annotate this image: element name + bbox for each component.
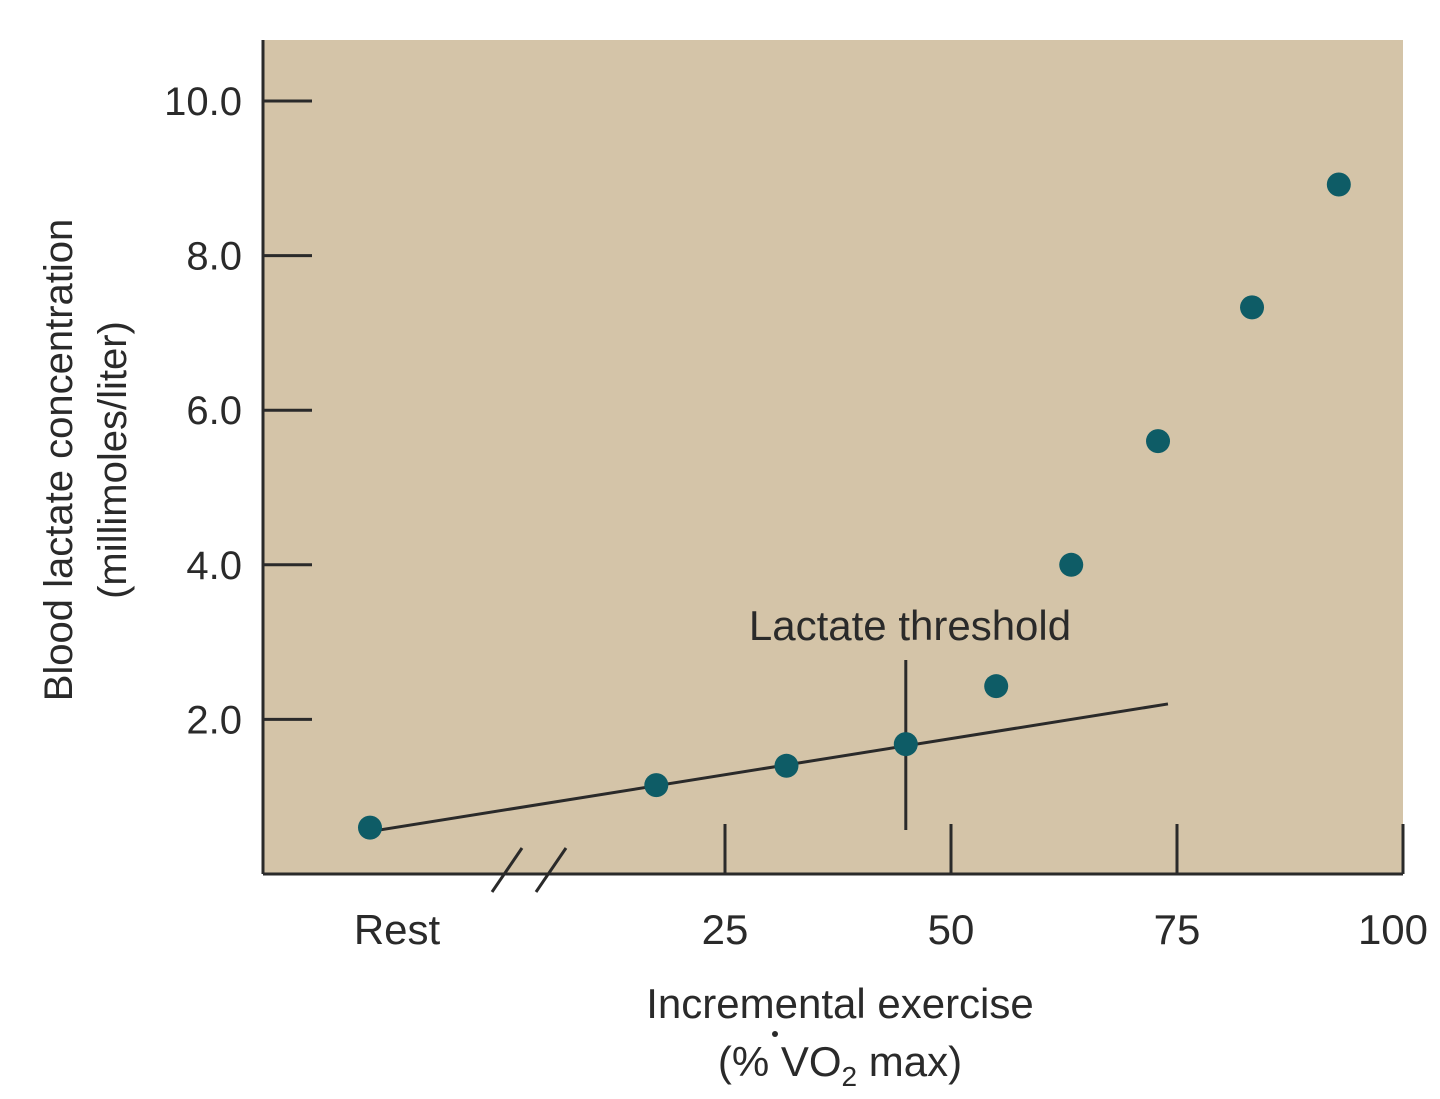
- v-dot-icon: [772, 1031, 778, 1037]
- y-axis-title: Blood lactate concentration: [37, 219, 81, 702]
- y-tick-label: 6.0: [186, 389, 242, 433]
- x-tick-label: 50: [928, 906, 975, 953]
- plot-background: [263, 40, 1403, 873]
- x-tick-label: 75: [1154, 906, 1201, 953]
- trend-line: [369, 702, 1169, 833]
- data-point: [984, 674, 1009, 699]
- data-point: [1326, 172, 1351, 197]
- data-point: [1240, 295, 1265, 320]
- x-tick-label: 25: [702, 906, 749, 953]
- data-point: [774, 753, 799, 778]
- threshold-annotation: Lactate threshold: [749, 602, 1071, 649]
- y-tick-label: 8.0: [186, 235, 242, 279]
- x-tick-label: 100: [1358, 906, 1428, 953]
- y-tick-label: 2.0: [186, 698, 242, 742]
- x-axis-title: Incremental exercise: [646, 980, 1034, 1027]
- y-tick-label: 10.0: [164, 80, 242, 124]
- data-point: [893, 732, 918, 757]
- data-point: [1059, 552, 1084, 577]
- x-axis-title-units: (% VO2 max): [718, 1038, 962, 1092]
- data-point: [1146, 429, 1171, 454]
- data-point: [358, 815, 382, 840]
- axis-break-icon: [490, 847, 568, 893]
- x-tick-label: Rest: [354, 906, 441, 953]
- y-axis-title-units: (millimoles/liter): [91, 321, 135, 599]
- y-tick-label: 4.0: [186, 544, 242, 588]
- data-point: [644, 773, 669, 798]
